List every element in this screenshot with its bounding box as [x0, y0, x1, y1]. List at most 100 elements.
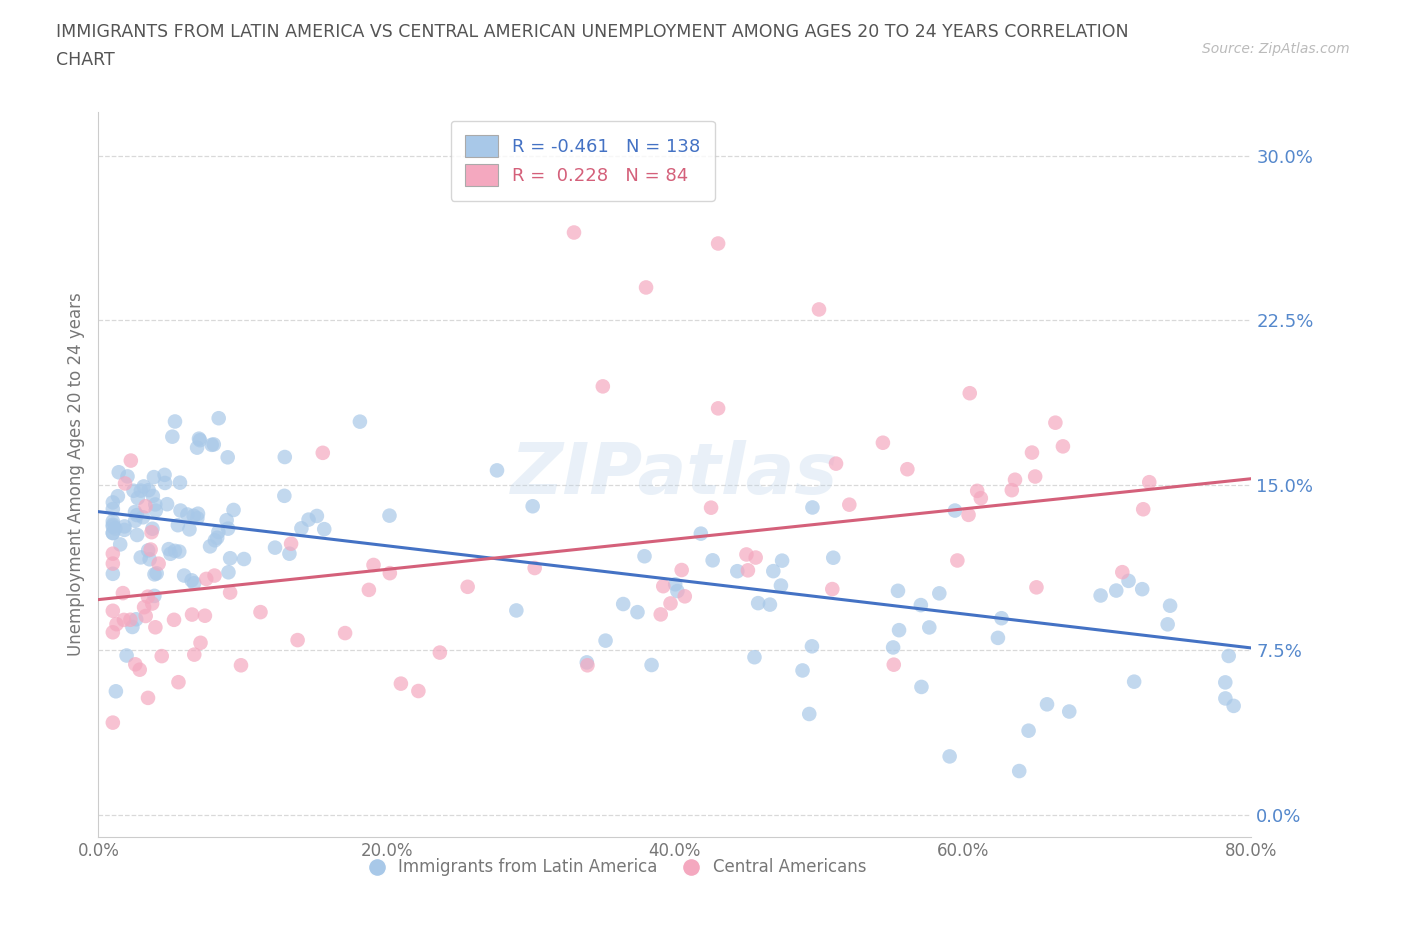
Point — [883, 658, 905, 672]
Point — [799, 707, 821, 722]
Point — [194, 608, 217, 623]
Point — [1057, 704, 1080, 719]
Text: IMMIGRANTS FROM LATIN AMERICA VS CENTRAL AMERICAN UNEMPLOYMENT AMONG AGES 20 TO : IMMIGRANTS FROM LATIN AMERICA VS CENTRAL… — [56, 23, 1129, 41]
Point — [1024, 469, 1046, 484]
Point — [987, 631, 1010, 645]
Point — [186, 440, 208, 455]
Point — [737, 563, 759, 578]
Point — [148, 556, 170, 571]
Point — [145, 619, 167, 634]
Point — [114, 476, 136, 491]
Point — [389, 676, 412, 691]
Point — [183, 576, 205, 591]
Point — [156, 497, 179, 512]
Point — [429, 645, 451, 660]
Point — [725, 564, 748, 578]
Point — [702, 552, 724, 567]
Point — [142, 488, 165, 503]
Point — [1123, 674, 1146, 689]
Point — [523, 561, 546, 576]
Point — [408, 684, 430, 698]
Point — [808, 302, 831, 317]
Point — [910, 598, 932, 613]
Point — [707, 236, 730, 251]
Point — [1132, 502, 1154, 517]
Point — [127, 527, 149, 542]
Point — [138, 483, 160, 498]
Point — [887, 583, 910, 598]
Point — [1111, 565, 1133, 579]
Point — [132, 600, 155, 615]
Point — [108, 537, 131, 551]
Point — [762, 564, 785, 578]
Point — [1213, 675, 1236, 690]
Point — [576, 658, 599, 672]
Point — [143, 589, 166, 604]
Point — [101, 513, 124, 528]
Point — [101, 566, 124, 581]
Point — [101, 495, 124, 510]
Point — [104, 521, 127, 536]
Point — [744, 551, 766, 565]
Point — [378, 508, 401, 523]
Point — [169, 475, 191, 490]
Point — [153, 475, 176, 490]
Point — [946, 553, 969, 568]
Point — [626, 604, 648, 619]
Point — [233, 551, 256, 566]
Point — [217, 521, 239, 536]
Point — [633, 549, 655, 564]
Point — [167, 675, 190, 690]
Point — [187, 506, 209, 521]
Point — [278, 546, 301, 561]
Point — [357, 582, 380, 597]
Point — [1156, 617, 1178, 631]
Point — [747, 596, 769, 611]
Point — [666, 584, 689, 599]
Point — [287, 632, 309, 647]
Point — [101, 501, 124, 516]
Point — [215, 512, 238, 527]
Point — [759, 597, 782, 612]
Point — [127, 491, 149, 506]
Point — [378, 565, 401, 580]
Point — [198, 539, 221, 554]
Point — [882, 640, 904, 655]
Point — [176, 507, 198, 522]
Point — [150, 648, 173, 663]
Point — [689, 526, 711, 541]
Point — [141, 525, 163, 539]
Point — [141, 596, 163, 611]
Point — [264, 540, 287, 555]
Point — [673, 589, 696, 604]
Point — [659, 596, 682, 611]
Point — [217, 450, 239, 465]
Point — [1001, 483, 1024, 498]
Point — [167, 518, 190, 533]
Point — [124, 505, 146, 520]
Point — [159, 546, 181, 561]
Point — [769, 578, 792, 593]
Point — [280, 537, 302, 551]
Point — [115, 648, 138, 663]
Point — [135, 498, 157, 513]
Point — [770, 553, 793, 568]
Point — [204, 568, 226, 583]
Point — [990, 611, 1012, 626]
Point — [121, 619, 143, 634]
Point — [1008, 764, 1031, 778]
Point — [163, 612, 186, 627]
Point — [707, 401, 730, 416]
Point — [918, 620, 941, 635]
Point — [735, 547, 758, 562]
Point — [887, 623, 910, 638]
Text: Source: ZipAtlas.com: Source: ZipAtlas.com — [1202, 42, 1350, 56]
Point — [671, 563, 693, 578]
Point — [562, 225, 585, 240]
Point — [143, 567, 166, 582]
Point — [145, 503, 167, 518]
Point — [485, 463, 508, 478]
Point — [700, 500, 723, 515]
Point — [128, 662, 150, 677]
Point — [522, 498, 544, 513]
